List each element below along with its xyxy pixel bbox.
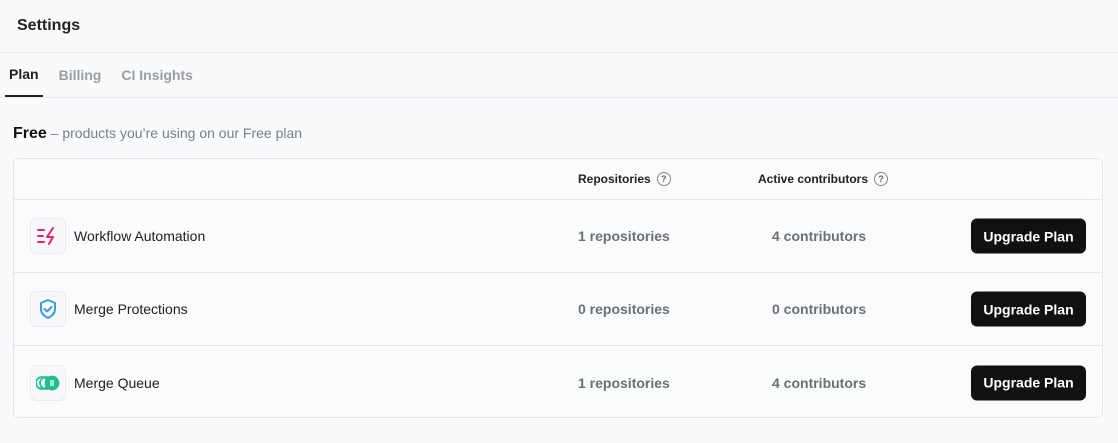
plan-description: – products you’re using on our Free plan bbox=[50, 125, 303, 141]
column-repositories: Repositories bbox=[578, 172, 651, 186]
upgrade-plan-button[interactable]: Upgrade Plan bbox=[971, 365, 1086, 400]
column-contributors: Active contributors bbox=[758, 172, 869, 186]
tab-bar: Plan Billing CI Insights bbox=[0, 53, 1118, 98]
table-row: Merge Queue 1 repositories 4 contributor… bbox=[14, 346, 1102, 419]
product-name: Merge Queue bbox=[74, 374, 160, 391]
repositories-count: 1 repositories bbox=[578, 228, 670, 244]
contributors-count: 4 contributors bbox=[772, 374, 867, 391]
products-table: Repositories? Active contributors? Workf… bbox=[13, 158, 1103, 418]
page-header: Settings bbox=[0, 0, 1118, 53]
product-name: Workflow Automation bbox=[74, 228, 206, 244]
plan-summary: Free – products you’re using on our Free… bbox=[0, 98, 1118, 143]
contributors-count: 4 contributors bbox=[772, 228, 867, 244]
lightning-icon bbox=[30, 218, 66, 254]
help-icon[interactable]: ? bbox=[874, 172, 889, 186]
table-header: Repositories? Active contributors? bbox=[14, 159, 1102, 200]
shield-check-icon bbox=[30, 291, 66, 327]
help-icon[interactable]: ? bbox=[656, 172, 671, 186]
upgrade-plan-button[interactable]: Upgrade Plan bbox=[971, 218, 1086, 254]
table-row: Workflow Automation 1 repositories 4 con… bbox=[14, 200, 1102, 273]
upgrade-plan-button[interactable]: Upgrade Plan bbox=[971, 291, 1086, 327]
page-title: Settings bbox=[17, 17, 81, 34]
repositories-count: 0 repositories bbox=[578, 301, 670, 317]
table-row: Merge Protections 0 repositories 0 contr… bbox=[14, 273, 1102, 346]
product-name: Merge Protections bbox=[74, 301, 188, 317]
tab-plan[interactable]: Plan bbox=[5, 53, 43, 97]
tab-ci-insights[interactable]: CI Insights bbox=[121, 67, 193, 83]
repositories-count: 1 repositories bbox=[578, 374, 670, 391]
queue-icon bbox=[30, 364, 66, 401]
plan-name: Free bbox=[13, 125, 47, 142]
contributors-count: 0 contributors bbox=[772, 301, 867, 317]
tab-billing[interactable]: Billing bbox=[58, 67, 102, 83]
